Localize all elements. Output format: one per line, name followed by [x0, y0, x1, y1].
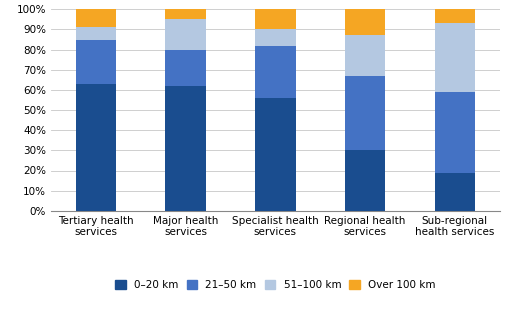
Bar [344, 150, 385, 211]
Bar [165, 19, 206, 50]
Bar [434, 92, 474, 172]
Bar [434, 172, 474, 211]
Bar [434, 24, 474, 92]
Bar [165, 9, 206, 19]
Bar [165, 50, 206, 86]
Bar [434, 9, 474, 23]
Bar [75, 28, 116, 39]
Bar [75, 84, 116, 211]
Bar [344, 76, 385, 150]
Bar [75, 40, 116, 84]
Bar [344, 36, 385, 76]
Bar [254, 98, 295, 211]
Bar [165, 86, 206, 211]
Bar [254, 9, 295, 29]
Bar [344, 9, 385, 36]
Legend: 0–20 km, 21–50 km, 51–100 km, Over 100 km: 0–20 km, 21–50 km, 51–100 km, Over 100 k… [115, 280, 435, 290]
Bar [254, 46, 295, 98]
Bar [75, 9, 116, 28]
Bar [254, 29, 295, 46]
